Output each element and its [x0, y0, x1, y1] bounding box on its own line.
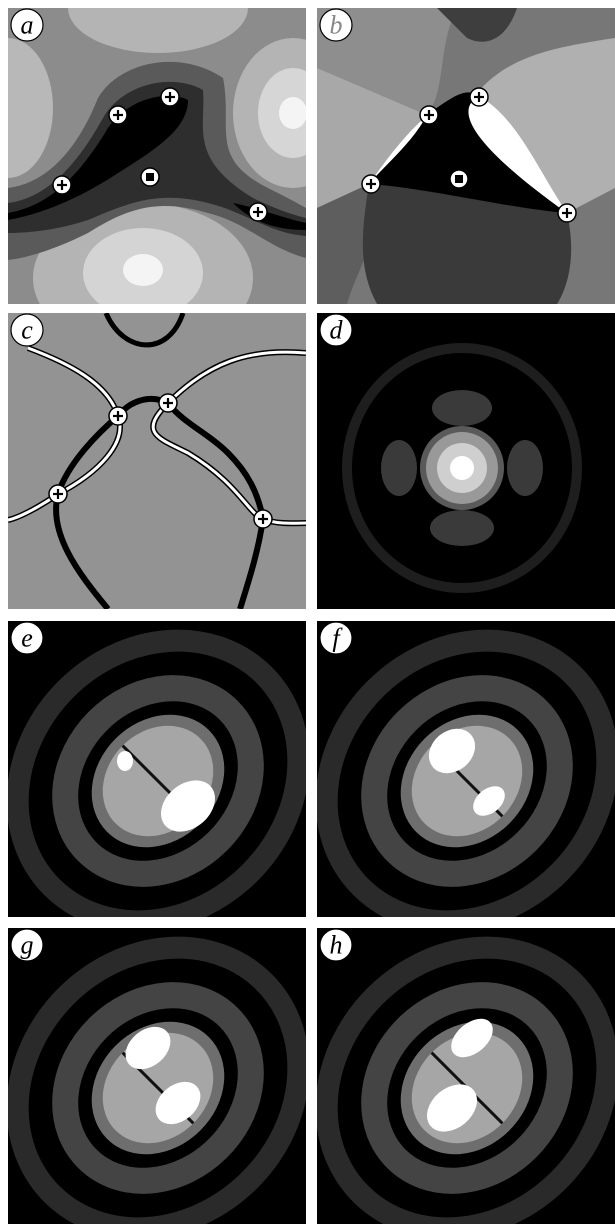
panel	[8, 313, 306, 609]
panel	[0, 583, 356, 979]
panel-label: b	[330, 11, 343, 40]
panel	[317, 313, 615, 609]
panel	[317, 8, 615, 304]
panel-label: c	[21, 316, 33, 345]
page: a b c d e f g h (() => { const data = JS…	[0, 0, 615, 1225]
panel-label: g	[21, 931, 34, 960]
panel	[0, 890, 356, 1225]
figure: a b c d e f g h	[0, 0, 615, 1225]
panel	[0, 0, 353, 353]
panel-label: a	[21, 11, 34, 40]
panel-label: h	[330, 931, 343, 960]
panel-label: d	[330, 316, 344, 345]
panel-label: e	[21, 624, 33, 653]
